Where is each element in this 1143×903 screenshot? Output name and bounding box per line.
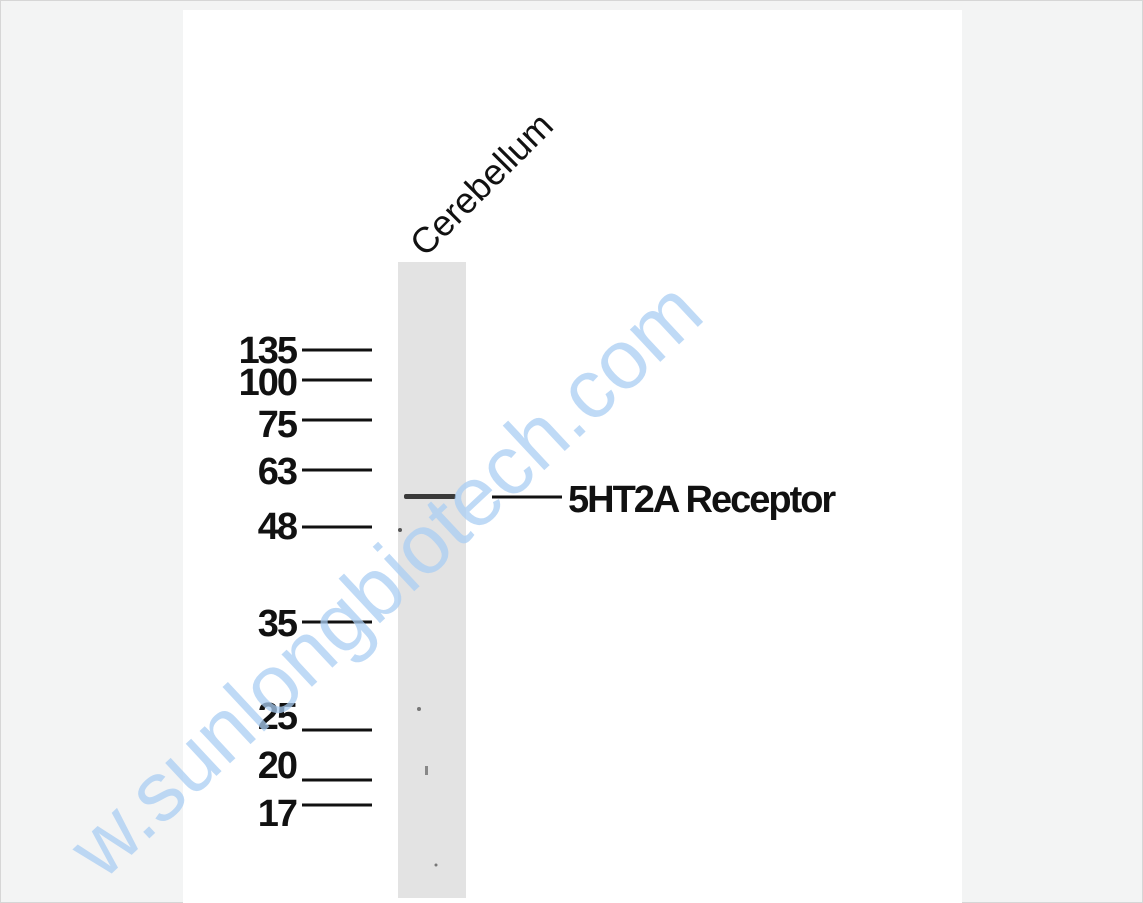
marker-label: 75 [258,404,298,446]
marker-label: 17 [258,793,297,835]
blot-figure: Cerebellum 5HT2A Receptor 13510075634835… [0,0,1143,903]
band-label: 5HT2A Receptor [568,479,836,521]
spot [435,864,438,867]
marker-label: 48 [258,506,297,548]
marker-label: 63 [258,451,297,493]
page: Cerebellum 5HT2A Receptor 13510075634835… [0,0,1143,903]
marker-label: 100 [239,362,297,404]
spot [417,707,421,711]
spot [425,766,428,775]
